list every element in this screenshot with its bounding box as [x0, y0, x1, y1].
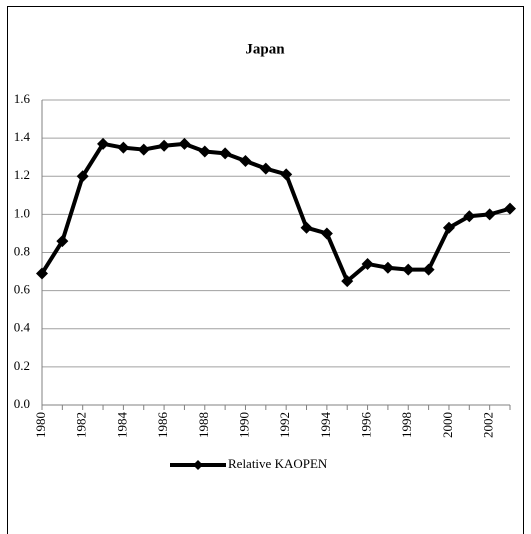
- x-tick-label: 1980: [33, 412, 48, 438]
- y-tick-label: 1.0: [14, 205, 30, 220]
- x-tick-label: 1994: [318, 412, 333, 439]
- x-tick-label: 1986: [155, 412, 170, 439]
- data-point: [97, 137, 110, 150]
- x-tick-label: 2002: [481, 412, 496, 438]
- x-tick-label: 1998: [399, 412, 414, 438]
- y-tick-label: 1.4: [14, 129, 31, 144]
- data-point: [361, 257, 374, 270]
- series-line: [40, 141, 511, 284]
- data-point: [341, 275, 354, 288]
- x-tick-label: 1982: [74, 412, 89, 438]
- data-point: [300, 221, 313, 234]
- data-point: [422, 263, 435, 276]
- x-tick-label: 1996: [359, 412, 374, 439]
- y-tick-label: 1.6: [14, 91, 31, 106]
- data-point: [463, 210, 476, 223]
- data-point: [259, 162, 272, 175]
- data-point: [402, 263, 415, 276]
- data-point: [239, 155, 252, 167]
- x-tick-label: 2000: [440, 412, 455, 438]
- y-tick-label: 0.8: [14, 243, 30, 258]
- chart-border: [7, 6, 524, 534]
- data-point: [178, 137, 191, 150]
- y-tick-label: 0.6: [14, 282, 31, 297]
- data-point: [76, 170, 89, 183]
- data-point: [158, 139, 171, 152]
- data-point: [280, 168, 293, 181]
- legend-marker: [193, 460, 203, 470]
- data-point: [56, 235, 69, 248]
- data-point: [381, 261, 394, 274]
- data-point: [442, 221, 455, 234]
- data-point: [198, 145, 211, 158]
- x-tick-label: 1988: [196, 412, 211, 438]
- data-point: [36, 267, 48, 280]
- data-point: [117, 141, 130, 154]
- x-tick-label: 1992: [277, 412, 292, 438]
- data-point: [483, 208, 496, 221]
- data-point: [320, 227, 333, 240]
- data-point: [504, 202, 516, 215]
- legend-label: Relative KAOPEN: [228, 456, 328, 471]
- data-point: [137, 143, 150, 156]
- x-tick-label: 1984: [114, 412, 129, 439]
- x-tick-label: 1990: [236, 412, 251, 438]
- y-tick-label: 0.2: [14, 358, 30, 373]
- y-tick-label: 1.2: [14, 167, 30, 182]
- data-point: [219, 147, 232, 160]
- y-tick-label: 0.0: [14, 396, 30, 411]
- chart-title: Japan: [245, 41, 285, 57]
- y-tick-label: 0.4: [14, 320, 31, 335]
